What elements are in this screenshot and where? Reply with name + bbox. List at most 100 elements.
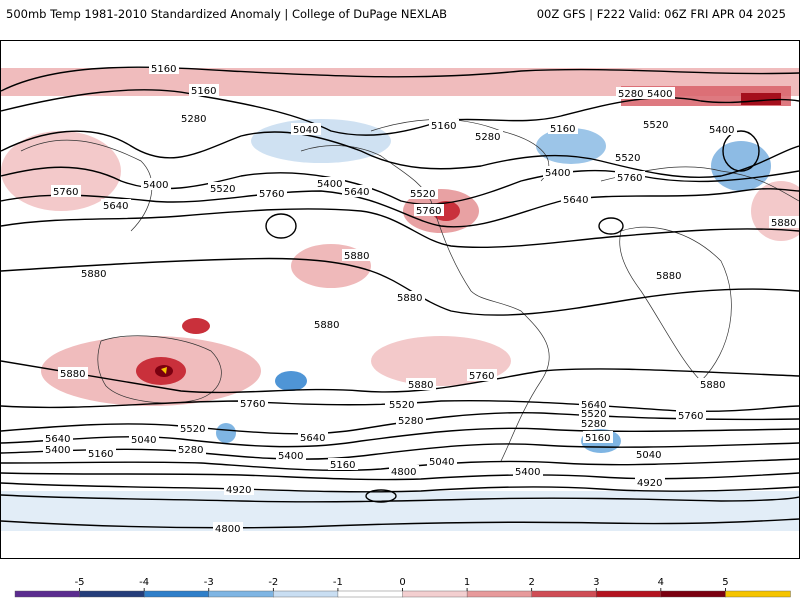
colorbar-swatch — [725, 590, 791, 598]
warm-anomaly-nw — [1, 131, 121, 211]
contour-5880-tropics — [1, 257, 799, 316]
contour-label: 5520 — [581, 409, 606, 420]
model-run-info: 00Z GFS | F222 Valid: 06Z FRI APR 04 202… — [536, 7, 786, 21]
colorbar-swatch — [402, 590, 468, 598]
colorbar-swatch — [208, 590, 275, 598]
colorbar-ticks: -5 -4 -3 -2 -1 0 1 2 3 4 5 — [75, 577, 729, 591]
contour-label: 5520 — [410, 189, 435, 200]
colorbar-tick-label: 2 — [528, 577, 534, 588]
contour-label: 5760 — [259, 189, 284, 200]
contour-label: 5640 — [300, 433, 325, 444]
contour-label: 5280 — [398, 416, 423, 427]
contour-label: 5760 — [469, 371, 494, 382]
contour-label: 5760 — [678, 411, 703, 422]
australia-coast — [97, 335, 222, 404]
warm-core-png — [182, 318, 210, 334]
contour-closed-high-2 — [265, 213, 297, 239]
contour-label: 5160 — [88, 449, 113, 460]
colorbar-tick-label: 0 — [399, 577, 405, 588]
contour-label: 5160 — [585, 433, 610, 444]
contour-label: 5880 — [397, 293, 422, 304]
cool-anomaly-s-ocean-1 — [216, 423, 236, 443]
contour-label: 5280 — [618, 89, 643, 100]
colorbar-swatch — [466, 590, 533, 598]
colorbar-swatch — [143, 590, 210, 598]
cool-anomaly-antarctic — [1, 491, 799, 531]
map-panel: 5160 5160 5280 5040 5160 5280 5160 5280 … — [0, 40, 800, 559]
colorbar: -5 -4 -3 -2 -1 0 1 2 3 4 5 — [14, 577, 791, 598]
colorbar-swatch — [531, 590, 597, 598]
cool-anomaly-russia — [711, 141, 771, 191]
north-america-arctic-coast — [370, 119, 550, 182]
contour-label: 5160 — [330, 460, 355, 471]
contour-label: 5880 — [314, 320, 339, 331]
contour-label: 4800 — [215, 524, 240, 535]
contour-4800-south — [1, 518, 799, 529]
contour-label: 5400 — [317, 179, 342, 190]
contour-label: 5160 — [550, 124, 575, 135]
colorbar-swatches — [14, 590, 791, 598]
contour-label: 5640 — [344, 187, 369, 198]
africa-coast — [619, 226, 732, 382]
contour-label: 5520 — [615, 153, 640, 164]
contour-label: 4920 — [226, 485, 251, 496]
warm-extreme-australia — [161, 367, 167, 374]
contour-labels: 5160 5160 5280 5040 5160 5280 5160 5280 … — [43, 62, 799, 535]
contour-label: 5040 — [429, 457, 454, 468]
contour-label: 5640 — [581, 400, 606, 411]
contour-label: 5760 — [416, 206, 441, 217]
contour-5160-arctic — [1, 66, 799, 92]
colorbar-tick-label: 1 — [464, 577, 470, 588]
contour-label: 5400 — [278, 451, 303, 462]
contour-label: 5760 — [240, 399, 265, 410]
arctic-warm-max — [741, 93, 781, 105]
contour-label: 4800 — [391, 467, 416, 478]
contour-label: 5400 — [709, 125, 734, 136]
contour-label: 5880 — [60, 369, 85, 380]
contour-label: 5880 — [771, 218, 796, 229]
contour-label: 5760 — [617, 173, 642, 184]
contour-label: 5400 — [647, 89, 672, 100]
contour-label: 5880 — [408, 380, 433, 391]
cool-anomaly-s-pacific — [275, 371, 307, 391]
asia-east-coast — [20, 139, 153, 232]
contour-5760-north — [1, 208, 799, 249]
contour-label: 5880 — [344, 251, 369, 262]
contour-label: 4920 — [637, 478, 662, 489]
colorbar-swatch — [14, 590, 81, 598]
contour-4920-south — [1, 494, 799, 503]
colorbar-tick-label: 5 — [722, 577, 728, 588]
contour-label: 5640 — [103, 201, 128, 212]
colorbar-swatch — [337, 590, 404, 598]
contour-5640-south — [1, 412, 799, 435]
contour-label: 5520 — [643, 120, 668, 131]
contour-label: 5400 — [45, 445, 70, 456]
contour-label: 5400 — [545, 168, 570, 179]
contour-label: 5880 — [656, 271, 681, 282]
contour-label: 5160 — [431, 121, 456, 132]
contour-label: 5640 — [563, 195, 588, 206]
contour-5400-south — [1, 442, 799, 460]
contour-closed-high-1 — [598, 217, 624, 235]
contour-5400-north — [1, 130, 799, 179]
cool-anomaly-n-pacific — [251, 119, 391, 163]
contour-label: 5040 — [131, 435, 156, 446]
colorbar-tick-label: -4 — [139, 577, 149, 588]
colorbar-tick-label: -2 — [268, 577, 278, 588]
contour-label: 5760 — [53, 187, 78, 198]
contour-label: 5520 — [389, 400, 414, 411]
contour-label: 5160 — [151, 64, 176, 75]
title-bar: 500mb Temp 1981-2010 Standardized Anomal… — [0, 0, 800, 34]
colorbar-tick-label: -1 — [333, 577, 343, 588]
contour-closed-low-1 — [365, 489, 397, 503]
contour-label: 5400 — [515, 467, 540, 478]
contour-5520-south — [1, 427, 799, 448]
contour-label: 5520 — [180, 424, 205, 435]
contour-label: 5880 — [700, 380, 725, 391]
contour-label: 5280 — [475, 132, 500, 143]
colorbar-swatch — [79, 590, 145, 598]
contour-label: 5160 — [191, 86, 216, 97]
colorbar-tick-label: 3 — [593, 577, 599, 588]
colorbar-tick-label: 4 — [658, 577, 664, 588]
anomaly-map: 5160 5160 5280 5040 5160 5280 5160 5280 … — [1, 62, 799, 535]
